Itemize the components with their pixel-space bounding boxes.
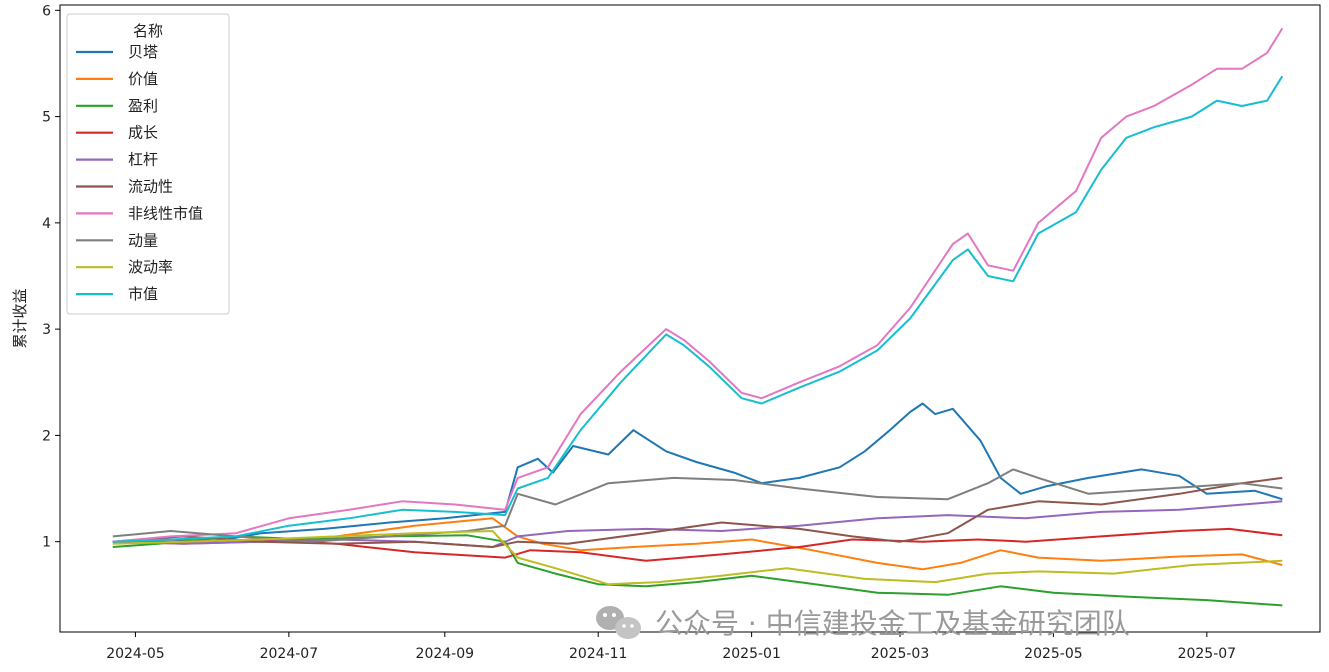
- legend-label: 贝塔: [128, 43, 158, 61]
- y-tick-label: 4: [42, 216, 51, 232]
- legend-label: 波动率: [128, 258, 173, 276]
- series-line-6: [112, 476, 1283, 548]
- legend-box: [66, 13, 230, 315]
- y-axis-ticks: 1 2 3 4 5 6: [42, 3, 60, 551]
- x-tick-label: 2025-03: [871, 646, 930, 662]
- axes-area: [59, 4, 1321, 633]
- series-line-3: [112, 534, 1283, 607]
- x-tick-label: 2025-05: [1024, 646, 1083, 662]
- series-line-9: [112, 530, 1283, 586]
- x-tick-label: 2024-05: [106, 646, 165, 662]
- legend-label: 价值: [128, 70, 158, 88]
- x-tick-label: 2025-07: [1178, 646, 1237, 662]
- x-tick-label: 2024-11: [569, 646, 628, 662]
- series-line-10: [112, 75, 1284, 543]
- legend-label: 盈利: [128, 97, 158, 115]
- y-tick-label: 2: [42, 428, 51, 444]
- legend-title: 名称: [133, 22, 163, 40]
- legend-label: 流动性: [128, 178, 173, 196]
- series-line-5: [112, 500, 1283, 548]
- plot-frame: [59, 4, 1321, 633]
- series-line-2: [112, 517, 1283, 571]
- y-tick-label: 5: [42, 110, 51, 126]
- y-axis-label: 累计收益: [11, 288, 29, 348]
- series-line-8: [112, 468, 1283, 543]
- x-tick-label: 2025-01: [722, 646, 781, 662]
- x-tick-label: 2024-09: [416, 646, 475, 662]
- y-tick-label: 6: [42, 3, 51, 19]
- legend-label: 非线性市值: [128, 204, 203, 222]
- series-line-1: [112, 402, 1283, 543]
- watermark-text: 公众号 · 中信建投金工及基金研究团队: [655, 607, 1130, 640]
- legend-label: 成长: [128, 124, 158, 142]
- y-tick-label: 1: [42, 535, 51, 551]
- series-line-4: [112, 527, 1283, 562]
- wechat-icon: [596, 606, 641, 639]
- x-axis-ticks: 2024-05 2024-07 2024-09 2024-11 2025-01 2025-…: [106, 632, 1236, 662]
- series-line-7: [112, 27, 1284, 543]
- watermark: 公众号 · 中信建投金工及基金研究团队: [596, 606, 1130, 640]
- y-tick-label: 3: [42, 322, 51, 338]
- legend-label: 市值: [128, 285, 158, 303]
- legend-label: 杠杆: [128, 151, 158, 169]
- series-lines: [112, 27, 1284, 607]
- x-tick-label: 2024-07: [260, 646, 319, 662]
- legend-label: 动量: [128, 231, 158, 249]
